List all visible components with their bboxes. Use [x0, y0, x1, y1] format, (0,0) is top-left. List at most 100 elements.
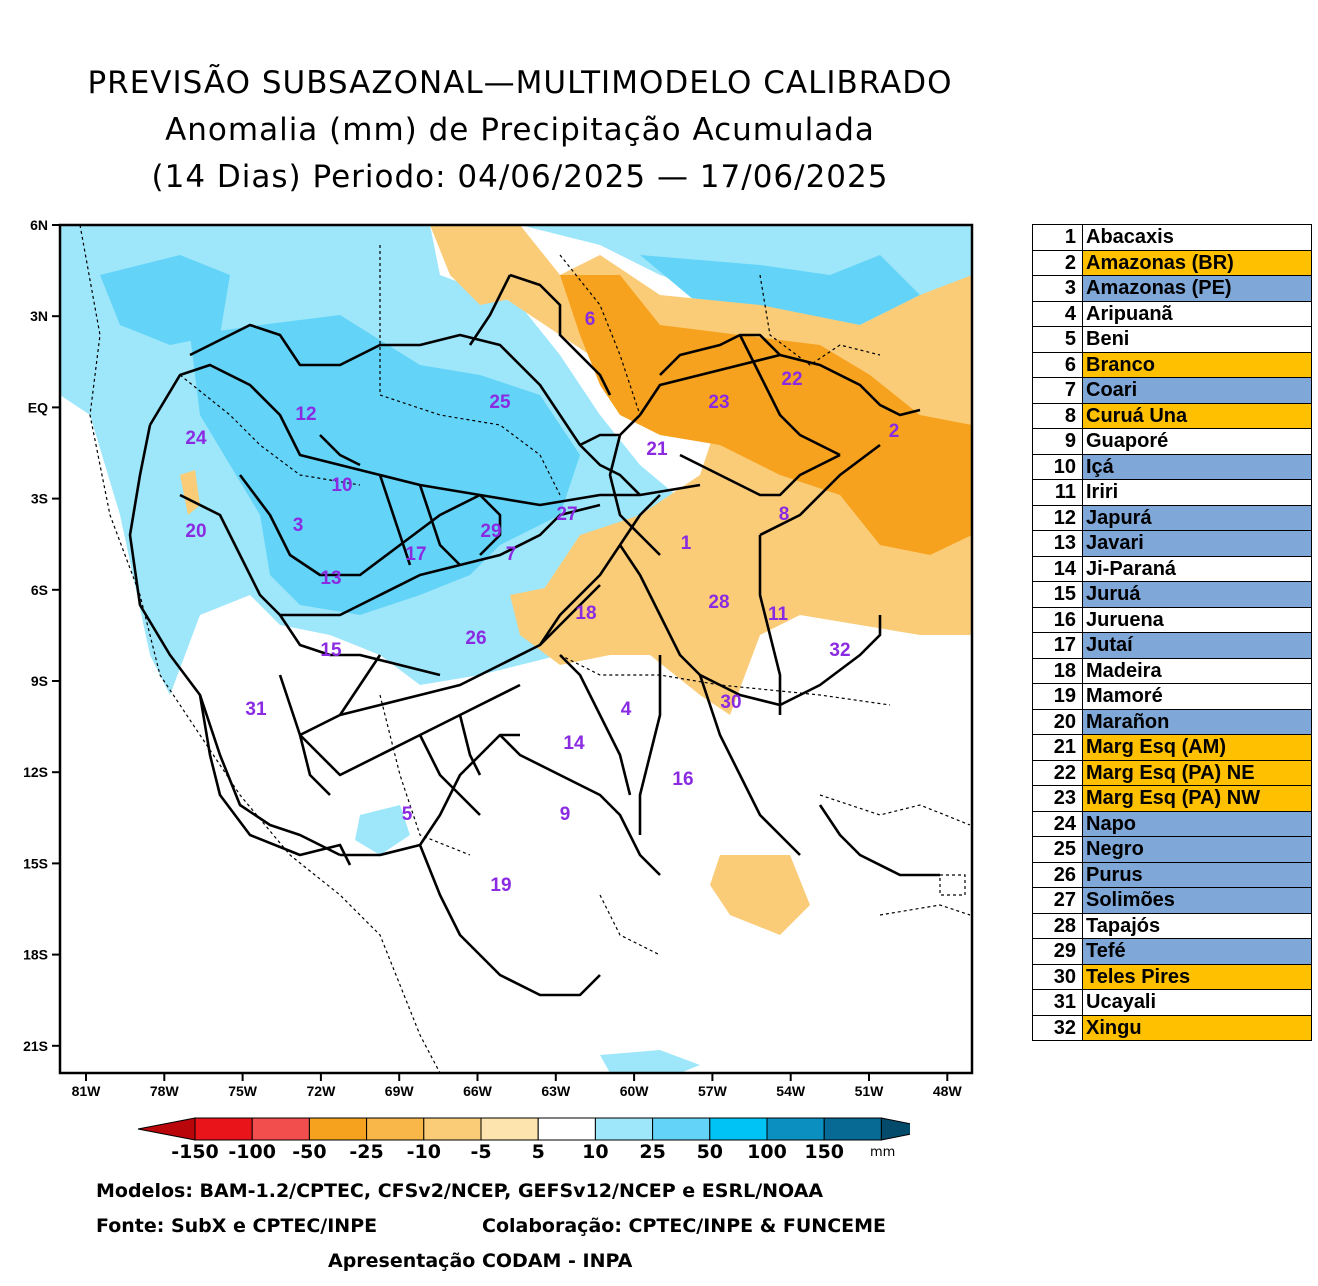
legend-row: 31 Ucayali [1032, 989, 1312, 1016]
legend-basin-name: Abacaxis [1082, 224, 1312, 251]
legend-row: 25 Negro [1032, 836, 1312, 863]
basin-label-31: 31 [245, 699, 267, 720]
basin-label-28: 28 [708, 592, 729, 613]
lon-label: 51W [855, 1083, 885, 1099]
legend-row: 32 Xingu [1032, 1014, 1312, 1041]
legend-number: 9 [1032, 428, 1083, 455]
legend-number: 24 [1032, 810, 1083, 837]
map-title-line-2: Anomalia (mm) de Precipitação Acumulada [165, 112, 875, 148]
colorbar-box [251, 1117, 310, 1141]
legend-basin-name: Jutaí [1082, 632, 1312, 659]
lat-label: 21S [23, 1038, 48, 1054]
basin-label-22: 22 [781, 369, 802, 390]
legend-basin-name: Napo [1082, 810, 1312, 837]
anomaly-positive-medium-5 [355, 805, 410, 855]
lon-label: 75W [228, 1083, 258, 1099]
legend-basin-name: Tapajós [1082, 912, 1312, 939]
legend-row: 10 Içá [1032, 453, 1312, 480]
legend-basin-name: Beni [1082, 326, 1312, 353]
legend-number: 8 [1032, 402, 1083, 429]
colorbar-box [709, 1117, 768, 1141]
legend-number: 3 [1032, 275, 1083, 302]
legend-basin-name: Aripuanã [1082, 300, 1312, 327]
legend-basin-name: Amazonas (BR) [1082, 249, 1312, 276]
legend-basin-name: Curuá Una [1082, 402, 1312, 429]
colorbar-box [766, 1117, 825, 1141]
map-title-line-1: PREVISÃO SUBSAZONAL—MULTIMODELO CALIBRAD… [87, 65, 953, 101]
legend-row: 17 Jutaí [1032, 632, 1312, 659]
legend-row: 5 Beni [1032, 326, 1312, 353]
basin-label-3: 3 [293, 515, 304, 536]
basin-label-12: 12 [295, 404, 316, 425]
legend-row: 20 Marañon [1032, 708, 1312, 735]
legend-number: 2 [1032, 249, 1083, 276]
legend-row: 8 Curuá Una [1032, 402, 1312, 429]
credits-collaboration: Colaboração: CPTEC/INPE & FUNCEME [482, 1215, 887, 1237]
basin-number-labels: 1234567891011121314151617181920212223242… [185, 309, 899, 896]
legend-row: 15 Juruá [1032, 581, 1312, 608]
legend-basin-name: Marg Esq (PA) NW [1082, 785, 1312, 812]
legend-number: 18 [1032, 657, 1083, 684]
basin-label-10: 10 [331, 475, 352, 496]
credits-source: Fonte: SubX e CPTEC/INPE [96, 1215, 378, 1237]
lon-label: 57W [698, 1083, 728, 1099]
colorbar-label: -100 [228, 1141, 276, 1163]
basin-label-27: 27 [556, 504, 577, 525]
colorbar-label: 10 [582, 1141, 608, 1163]
legend-basin-name: Amazonas (PE) [1082, 275, 1312, 302]
colorbar-unit: mm [870, 1145, 895, 1160]
legend-basin-name: Marañon [1082, 708, 1312, 735]
colorbar-label: 150 [804, 1141, 844, 1163]
legend-row: 13 Javari [1032, 530, 1312, 557]
colorbar-box [823, 1117, 882, 1141]
map-frame [58, 223, 974, 1075]
legend-number: 27 [1032, 887, 1083, 914]
credits-models: Modelos: BAM-1.2/CPTEC, CFSv2/NCEP, GEFS… [96, 1180, 824, 1202]
legend-row: 9 Guaporé [1032, 428, 1312, 455]
lon-label: 69W [385, 1083, 415, 1099]
lat-label: 6S [31, 582, 48, 598]
colorbar-label: -10 [407, 1141, 441, 1163]
legend-number: 15 [1032, 581, 1083, 608]
lon-label: 60W [620, 1083, 650, 1099]
legend-number: 5 [1032, 326, 1083, 353]
basin-label-6: 6 [585, 309, 596, 330]
legend-basin-name: Mamoré [1082, 683, 1312, 710]
legend-basin-name: Teles Pires [1082, 963, 1312, 990]
basin-outlines [128, 273, 940, 997]
basin-label-9: 9 [560, 804, 571, 825]
legend-number: 11 [1032, 479, 1083, 506]
country-borders [79, 224, 971, 1074]
legend-row: 12 Japurá [1032, 504, 1312, 531]
anomaly-negative-medium-5 [450, 230, 530, 305]
legend-row: 22 Marg Esq (PA) NE [1032, 759, 1312, 786]
lat-label: 3S [31, 491, 48, 507]
basin-label-24: 24 [185, 428, 207, 449]
legend-number: 23 [1032, 785, 1083, 812]
legend-basin-name: Purus [1082, 861, 1312, 888]
precipitation-anomaly-map: 6N 3N EQ 3S 6S 9S 12S 15S 18S 21S 81W 78W 75W 72W 69W… [23, 217, 974, 1099]
legend-basin-name: Guaporé [1082, 428, 1312, 455]
anomaly-positive-medium-2 [100, 255, 230, 345]
legend-row: 16 Juruena [1032, 606, 1312, 633]
legend-basin-name: Javari [1082, 530, 1312, 557]
legend-row: 24 Napo [1032, 810, 1312, 837]
legend-basin-name: Juruena [1082, 606, 1312, 633]
basin-label-14: 14 [563, 733, 585, 754]
lat-label: EQ [28, 399, 48, 415]
basin-label-11: 11 [768, 604, 789, 625]
legend-number: 30 [1032, 963, 1083, 990]
colorbar-arrow-right [880, 1117, 910, 1141]
colorbar-box [594, 1117, 654, 1141]
legend-number: 29 [1032, 938, 1083, 965]
basin-label-16: 16 [672, 769, 693, 790]
legend-row: 11 Iriri [1032, 479, 1312, 506]
legend-row: 18 Madeira [1032, 657, 1312, 684]
anomaly-positive-medium-4 [280, 495, 480, 595]
legend-basin-name: Negro [1082, 836, 1312, 863]
legend-number: 20 [1032, 708, 1083, 735]
basin-label-20: 20 [185, 521, 206, 542]
colorbar-label: 50 [697, 1141, 723, 1163]
colorbar: -150 -100 -50 -25 -10 -5 5 10 25 50 100 150 mm [137, 1117, 910, 1163]
legend-number: 22 [1032, 759, 1083, 786]
